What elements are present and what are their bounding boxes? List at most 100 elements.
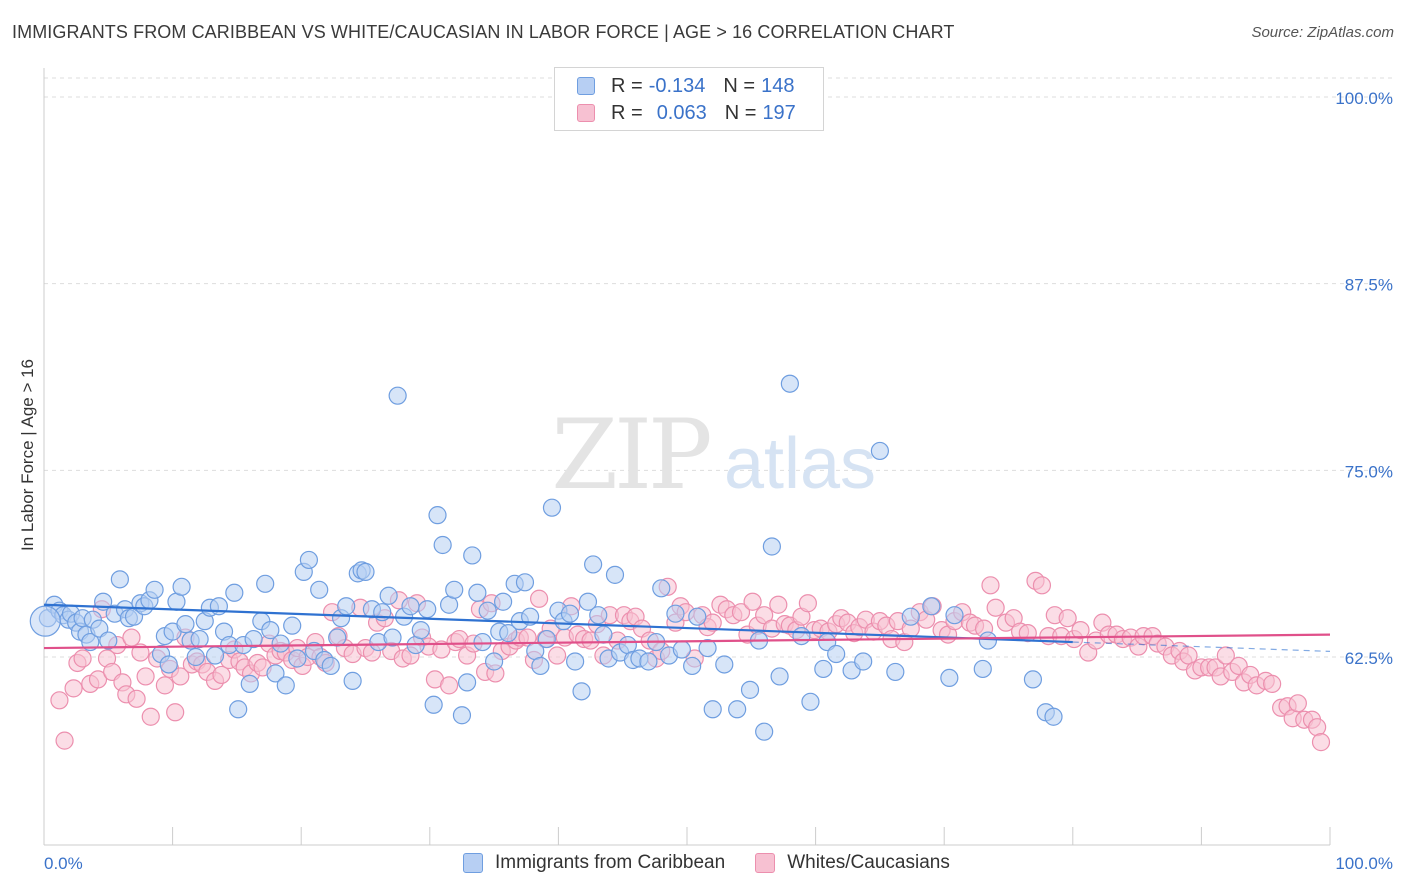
watermark: ZIP atlas bbox=[551, 399, 876, 511]
y-tick-label: 87.5% bbox=[1345, 276, 1393, 295]
data-point-caribbean bbox=[343, 671, 362, 690]
data-point-whites bbox=[50, 691, 69, 710]
data-point-caribbean bbox=[801, 692, 820, 711]
data-point-caribbean bbox=[605, 565, 625, 584]
data-point-caribbean bbox=[473, 632, 492, 652]
data-point-whites bbox=[64, 679, 83, 698]
data-point-whites bbox=[131, 643, 150, 662]
data-point-caribbean bbox=[870, 441, 890, 461]
data-point-whites bbox=[73, 649, 92, 668]
data-point-caribbean bbox=[356, 562, 375, 581]
data-point-caribbean bbox=[337, 597, 356, 616]
data-point-whites bbox=[743, 592, 762, 611]
x-tick-label: 100.0% bbox=[1335, 854, 1393, 873]
data-point-whites bbox=[548, 646, 567, 665]
data-point-caribbean bbox=[666, 604, 685, 623]
data-point-caribbean bbox=[901, 607, 920, 626]
data-point-caribbean bbox=[594, 625, 613, 644]
legend-swatch-pink bbox=[755, 853, 776, 873]
y-tick-label: 62.5% bbox=[1345, 649, 1393, 668]
legend-swatch-pink bbox=[577, 104, 595, 122]
data-point-caribbean bbox=[478, 601, 497, 620]
data-point-caribbean bbox=[639, 652, 658, 671]
data-point-caribbean bbox=[433, 535, 452, 555]
data-point-caribbean bbox=[379, 586, 398, 605]
axes bbox=[43, 68, 1331, 846]
legend-n-value: 197 bbox=[762, 101, 796, 124]
data-point-caribbean bbox=[589, 606, 608, 625]
y-tick-label: 100.0% bbox=[1335, 89, 1393, 108]
legend-r-label: R = bbox=[611, 101, 643, 124]
data-point-caribbean bbox=[740, 680, 760, 699]
data-point-caribbean bbox=[145, 580, 164, 599]
data-point-caribbean bbox=[792, 626, 811, 646]
data-point-caribbean bbox=[703, 700, 722, 719]
data-point-whites bbox=[731, 603, 751, 622]
data-point-whites bbox=[798, 594, 817, 613]
series-legend: Immigrants from Caribbean Whites/Caucasi… bbox=[463, 852, 980, 874]
data-point-caribbean bbox=[172, 577, 191, 596]
data-point-caribbean bbox=[468, 583, 487, 602]
data-point-caribbean bbox=[186, 647, 205, 667]
data-point-whites bbox=[136, 667, 155, 686]
watermark-zip: ZIP bbox=[551, 399, 710, 511]
data-point-whites bbox=[518, 628, 537, 647]
data-point-caribbean bbox=[452, 706, 472, 725]
data-point-caribbean bbox=[159, 655, 178, 674]
legend-item-caribbean[interactable]: Immigrants from Caribbean bbox=[463, 852, 725, 874]
correlation-legend: R = -0.134 N = 148 R = 0.063 N = 197 bbox=[554, 67, 824, 131]
data-point-caribbean bbox=[424, 695, 443, 714]
data-point-whites bbox=[1288, 694, 1307, 713]
legend-label-whites: Whites/Caucasians bbox=[787, 852, 950, 873]
data-point-caribbean bbox=[698, 638, 717, 658]
data-point-caribbean bbox=[537, 629, 556, 649]
data-point-caribbean bbox=[205, 646, 225, 665]
data-point-caribbean bbox=[457, 673, 477, 692]
data-point-whites bbox=[1018, 624, 1037, 643]
data-point-caribbean bbox=[762, 537, 781, 556]
data-point-caribbean bbox=[29, 605, 61, 637]
chart-title: IMMIGRANTS FROM CARIBBEAN VS WHITE/CAUCA… bbox=[12, 22, 955, 42]
data-point-whites bbox=[127, 689, 146, 708]
watermark-atlas: atlas bbox=[724, 424, 876, 504]
data-point-caribbean bbox=[728, 700, 747, 719]
data-point-caribbean bbox=[578, 592, 598, 611]
data-point-whites bbox=[755, 606, 774, 625]
data-point-caribbean bbox=[463, 546, 482, 565]
trend-line-caribbean bbox=[43, 603, 1073, 644]
data-point-whites bbox=[171, 667, 190, 686]
data-point-caribbean bbox=[256, 574, 275, 593]
data-point-caribbean bbox=[1044, 707, 1063, 726]
data-point-caribbean bbox=[176, 615, 195, 634]
data-point-whites bbox=[1308, 718, 1327, 737]
data-point-whites bbox=[703, 613, 722, 632]
legend-swatch-blue bbox=[463, 853, 483, 873]
tick-labels: 62.5% 75.0% 87.5% 100.0% 0.0% 100.0% bbox=[44, 89, 1393, 873]
data-point-caribbean bbox=[886, 662, 905, 682]
data-point-whites bbox=[1032, 576, 1052, 595]
data-point-caribbean bbox=[271, 634, 290, 653]
legend-item-whites[interactable]: Whites/Caucasians bbox=[755, 852, 950, 874]
data-point-caribbean bbox=[560, 604, 580, 623]
source-credit: Source: ZipAtlas.com bbox=[1251, 24, 1394, 41]
data-point-caribbean bbox=[978, 631, 998, 650]
data-point-caribbean bbox=[922, 597, 941, 616]
data-point-whites bbox=[141, 707, 160, 726]
data-point-whites bbox=[1263, 674, 1282, 693]
data-point-whites bbox=[55, 731, 74, 750]
data-point-caribbean bbox=[683, 656, 702, 676]
data-point-whites bbox=[439, 676, 459, 695]
data-point-caribbean bbox=[494, 592, 513, 611]
data-point-caribbean bbox=[531, 656, 550, 676]
data-point-caribbean bbox=[310, 580, 329, 599]
legend-r-label: R = bbox=[611, 74, 643, 97]
data-point-caribbean bbox=[945, 606, 964, 625]
data-point-whites bbox=[1071, 621, 1090, 640]
legend-label-caribbean: Immigrants from Caribbean bbox=[495, 852, 726, 873]
data-point-whites bbox=[1311, 733, 1331, 752]
data-point-caribbean bbox=[755, 722, 774, 741]
data-point-whites bbox=[769, 595, 788, 614]
data-point-whites bbox=[981, 576, 1000, 595]
data-point-caribbean bbox=[854, 652, 873, 671]
